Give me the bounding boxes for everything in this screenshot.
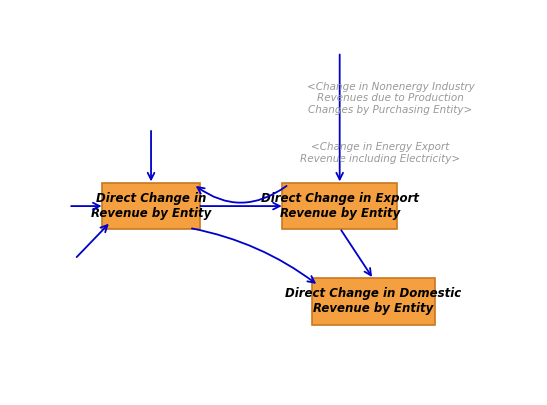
FancyBboxPatch shape (282, 183, 397, 230)
Text: Direct Change in
Revenue by Entity: Direct Change in Revenue by Entity (91, 192, 211, 220)
FancyBboxPatch shape (102, 183, 200, 230)
Text: Direct Change in Export
Revenue by Entity: Direct Change in Export Revenue by Entit… (261, 192, 418, 220)
Text: <Change in Energy Export
Revenue including Electricity>: <Change in Energy Export Revenue includi… (300, 142, 460, 164)
Text: Direct Change in Domestic
Revenue by Entity: Direct Change in Domestic Revenue by Ent… (286, 287, 462, 315)
Text: <Change in Nonenergy Industry
Revenues due to Production
Changes by Purchasing E: <Change in Nonenergy Industry Revenues d… (307, 82, 474, 115)
FancyBboxPatch shape (312, 278, 435, 324)
